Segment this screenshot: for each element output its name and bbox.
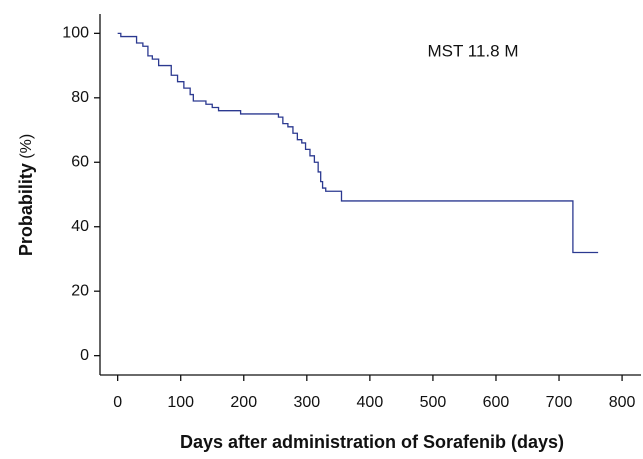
- y-axis-label-unit: (%): [18, 134, 35, 159]
- x-tick-label: 600: [483, 394, 510, 411]
- annotation: MST 11.8 M: [427, 41, 518, 60]
- y-tick-label: 80: [71, 89, 89, 106]
- y-axis-label-main: Probability: [16, 163, 36, 256]
- y-tick-label: 20: [71, 282, 89, 299]
- y-axis-label: Probability (%): [16, 134, 36, 256]
- x-tick-label: 0: [113, 394, 122, 411]
- y-tick-label: 0: [80, 347, 89, 364]
- x-tick-label: 300: [293, 394, 320, 411]
- x-tick-label: 500: [420, 394, 447, 411]
- x-tick-label: 100: [167, 394, 194, 411]
- y-tick-label: 100: [62, 25, 89, 42]
- y-tick-label: 40: [71, 218, 89, 235]
- x-tick-label: 800: [609, 394, 636, 411]
- x-tick-label: 700: [546, 394, 573, 411]
- x-axis-label: Days after administration of Sorafenib (…: [180, 432, 564, 452]
- y-tick-label: 60: [71, 153, 89, 170]
- x-tick-label: 400: [357, 394, 384, 411]
- x-tick-label: 200: [230, 394, 257, 411]
- survival-curve: [117, 32, 599, 254]
